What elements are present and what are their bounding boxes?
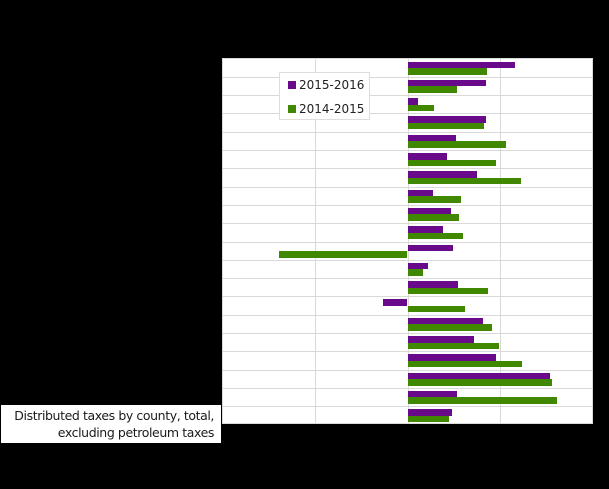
bar-2015-2016[interactable] <box>407 116 487 123</box>
legend-label: 2014-2015 <box>299 102 365 116</box>
bar-2015-2016[interactable] <box>407 134 456 142</box>
bar-2014-2015[interactable] <box>407 214 459 221</box>
row-separator <box>223 406 592 408</box>
bar-2015-2016[interactable] <box>407 61 516 68</box>
bar-2014-2015[interactable] <box>407 379 553 386</box>
row-separator <box>223 131 592 133</box>
bar-2015-2016[interactable] <box>407 336 475 343</box>
vertical-gridline <box>407 59 409 423</box>
bar-2014-2015[interactable] <box>407 415 450 423</box>
row-separator <box>223 259 592 261</box>
row-separator <box>223 278 592 280</box>
row-separator <box>223 113 592 115</box>
bar-2015-2016[interactable] <box>407 98 418 105</box>
row-separator <box>223 204 592 206</box>
row-separator <box>223 241 592 243</box>
bar-2014-2015[interactable] <box>407 159 496 166</box>
row-separator <box>223 351 592 353</box>
bar-2014-2015[interactable] <box>407 68 488 75</box>
row-separator <box>223 333 592 334</box>
row-separator <box>223 223 592 225</box>
row-separator <box>223 186 592 188</box>
bar-2014-2015[interactable] <box>407 141 506 148</box>
bar-2014-2015[interactable] <box>407 305 465 313</box>
legend-item-2014-2015[interactable]: 2014-2015 <box>288 102 364 116</box>
row-separator <box>223 150 592 151</box>
bar-2014-2015[interactable] <box>407 177 521 185</box>
bar-2014-2015[interactable] <box>407 86 457 93</box>
row-separator <box>223 95 592 97</box>
bar-2014-2015[interactable] <box>407 324 492 331</box>
bar-2014-2015[interactable] <box>407 104 435 112</box>
bar-2014-2015[interactable] <box>407 360 522 368</box>
bar-2015-2016[interactable] <box>407 372 551 380</box>
bar-2015-2016[interactable] <box>407 153 448 160</box>
row-separator <box>223 387 592 389</box>
bar-2015-2016[interactable] <box>407 207 452 215</box>
bar-2014-2015[interactable] <box>407 196 462 203</box>
bar-2014-2015[interactable] <box>407 122 484 130</box>
bar-2015-2016[interactable] <box>407 409 453 416</box>
bar-2015-2016[interactable] <box>407 317 483 325</box>
row-separator <box>223 296 592 298</box>
bar-2015-2016[interactable] <box>407 244 453 251</box>
bar-2015-2016[interactable] <box>407 281 458 288</box>
bar-2015-2016[interactable] <box>407 79 487 87</box>
bar-2014-2015[interactable] <box>407 269 424 276</box>
bar-2015-2016[interactable] <box>407 390 457 398</box>
caption-line-1: Distributed taxes by county, total, <box>14 408 214 423</box>
bar-2015-2016[interactable] <box>407 262 428 270</box>
bar-2015-2016[interactable] <box>407 171 478 178</box>
bar-2015-2016[interactable] <box>407 226 443 233</box>
legend-swatch-2014-2015 <box>288 105 296 113</box>
bar-2014-2015[interactable] <box>407 397 557 404</box>
vertical-gridline <box>314 59 316 423</box>
bar-2015-2016[interactable] <box>407 189 433 197</box>
bar-2014-2015[interactable] <box>407 232 464 240</box>
legend-label: 2015-2016 <box>299 78 365 92</box>
legend-swatch-2015-2016 <box>288 81 296 89</box>
bar-2014-2015[interactable] <box>278 251 408 258</box>
vertical-gridline <box>500 59 502 423</box>
row-separator <box>223 314 592 316</box>
caption-line-2: excluding petroleum taxes <box>57 425 215 440</box>
bar-2015-2016[interactable] <box>407 354 496 361</box>
bar-2014-2015[interactable] <box>407 342 500 349</box>
legend-item-2015-2016[interactable]: 2015-2016 <box>288 78 364 92</box>
row-separator <box>223 76 592 78</box>
chart-caption: Distributed taxes by county, total, excl… <box>1 405 221 443</box>
bar-2014-2015[interactable] <box>407 287 489 295</box>
row-separator <box>223 369 592 371</box>
plot-area <box>222 58 593 424</box>
row-separator <box>223 168 592 170</box>
bar-2015-2016[interactable] <box>383 299 408 306</box>
legend: 2015-2016 2014-2015 <box>279 72 370 120</box>
